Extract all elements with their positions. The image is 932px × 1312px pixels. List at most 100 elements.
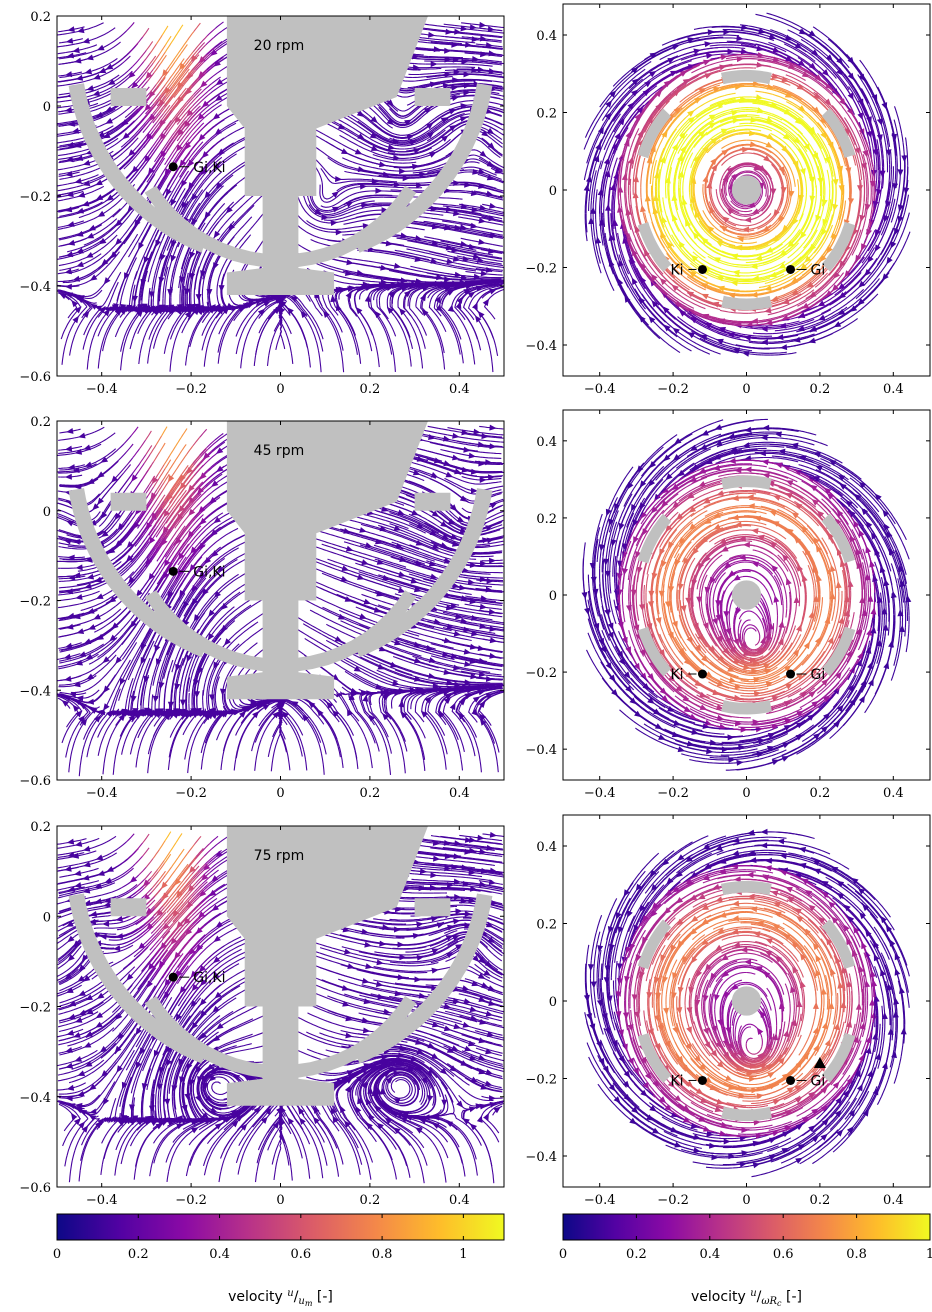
streamline [86, 300, 97, 304]
streamline [62, 214, 74, 218]
streamline [206, 28, 216, 37]
streamline [162, 130, 170, 141]
streamline [343, 199, 354, 206]
streamline [159, 318, 167, 329]
streamline [253, 355, 257, 367]
streamline [213, 171, 223, 180]
streamline [199, 140, 208, 150]
streamline [142, 332, 147, 343]
flow-arrow [158, 99, 166, 107]
streamline [452, 266, 463, 270]
streamline [147, 236, 153, 248]
streamline [167, 237, 173, 249]
streamline [336, 329, 342, 341]
streamline [329, 320, 336, 331]
streamline [132, 284, 136, 296]
streamline [201, 285, 204, 297]
streamline [219, 212, 228, 222]
streamline [448, 138, 451, 142]
streamline [57, 183, 68, 187]
flow-arrow [103, 309, 111, 317]
streamline [377, 108, 386, 118]
streamline [138, 155, 147, 165]
streamline [420, 259, 432, 264]
streamline [352, 332, 358, 343]
streamline [111, 41, 121, 49]
flow-arrow [214, 94, 223, 102]
streamline [190, 119, 199, 128]
streamline [93, 289, 103, 298]
streamline [163, 343, 168, 354]
flow-arrow [107, 79, 116, 85]
streamline [222, 269, 227, 281]
streamline [179, 104, 188, 114]
streamline [76, 275, 87, 280]
streamline [179, 102, 187, 112]
flow-arrow [186, 72, 194, 80]
streamline [203, 197, 211, 207]
streamline [345, 127, 355, 134]
streamline [94, 179, 105, 186]
streamline [371, 203, 383, 206]
flow-arrow [356, 110, 365, 117]
streamline [347, 208, 359, 214]
streamline [224, 174, 234, 183]
streamline [176, 24, 184, 35]
streamline [100, 336, 105, 348]
streamline [202, 161, 211, 171]
streamline [225, 185, 235, 194]
streamline [290, 353, 294, 364]
streamline [392, 350, 395, 362]
streamline [235, 136, 246, 143]
streamline [65, 43, 76, 47]
streamline [224, 122, 234, 129]
streamline [118, 30, 128, 39]
streamline [183, 174, 191, 184]
streamline [342, 313, 350, 323]
streamline [163, 236, 169, 248]
streamline [82, 154, 93, 159]
streamline [404, 158, 416, 161]
streamline [175, 86, 183, 96]
streamline [318, 328, 324, 340]
streamline [199, 90, 209, 99]
streamline [210, 200, 219, 210]
streamline [121, 159, 131, 169]
streamline [205, 345, 209, 357]
streamline [129, 126, 138, 135]
streamline [310, 238, 321, 244]
streamline [175, 77, 184, 87]
flow-arrow [134, 219, 141, 227]
streamline [108, 243, 117, 253]
streamline [210, 86, 220, 94]
streamline [153, 161, 161, 172]
streamline [311, 329, 317, 341]
streamline [493, 173, 497, 176]
streamline [139, 71, 148, 81]
streamline [139, 342, 144, 354]
streamline [58, 238, 62, 241]
streamline [137, 272, 142, 284]
streamline [349, 307, 358, 317]
streamline [217, 66, 227, 74]
streamline [184, 245, 191, 257]
streamline [337, 186, 348, 193]
streamline [327, 157, 337, 164]
streamline [57, 132, 66, 135]
streamline [157, 259, 162, 271]
streamline [154, 270, 159, 281]
streamline [202, 257, 208, 269]
streamline [277, 297, 285, 304]
streamline [463, 247, 474, 251]
streamline [185, 251, 191, 262]
streamline [82, 206, 94, 212]
streamline [86, 89, 97, 94]
streamline [343, 221, 355, 225]
streamline [190, 213, 198, 224]
streamline [115, 77, 125, 86]
streamline [218, 304, 221, 308]
streamline [336, 280, 348, 284]
streamline [235, 213, 245, 223]
streamline [167, 132, 175, 143]
streamline [228, 313, 236, 323]
